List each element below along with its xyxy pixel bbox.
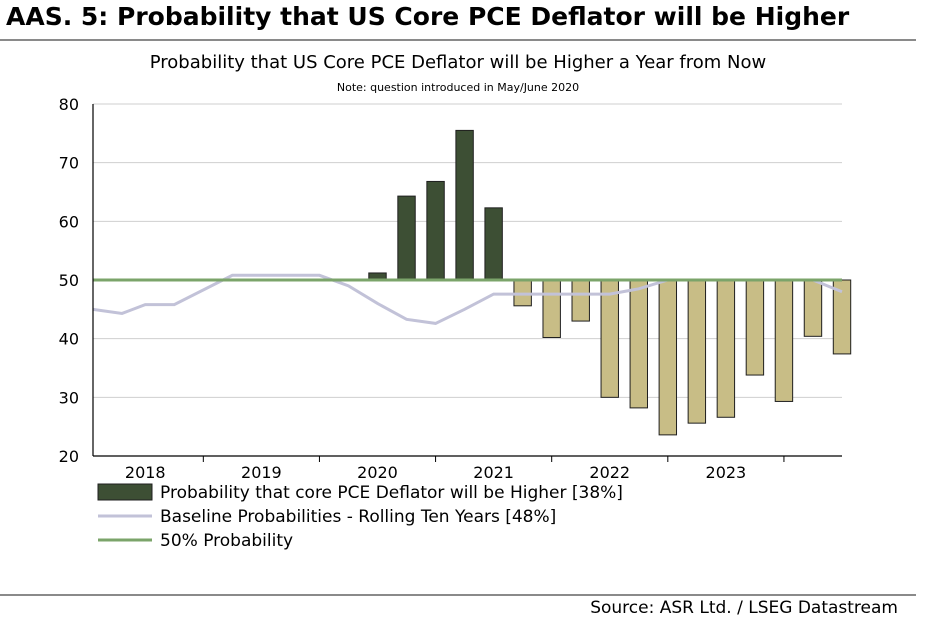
x-tick-label: 2020 [357,463,398,482]
legend: Probability that core PCE Deflator will … [97,483,623,551]
source-note: Source: ASR Ltd. / LSEG Datastream [590,598,898,618]
axes: 20 30 40 50 60 70 80 2018 2019 2020 2021 2022 2023 [59,95,842,482]
y-tick-label: 60 [59,212,79,231]
x-tick-label: 2023 [706,463,747,482]
bar [629,279,648,409]
x-tick-label: 2019 [241,463,282,482]
lines [92,273,843,325]
y-tick-label: 20 [59,447,79,466]
legend-label: Probability that core PCE Deflator will … [160,483,623,503]
bar [397,195,416,281]
y-tick-label: 70 [59,154,79,173]
legend-label: Baseline Probabilities - Rolling Ten Yea… [160,507,556,527]
x-tick-label: 2021 [473,463,514,482]
legend-swatch-bar [97,483,153,501]
bars [368,129,852,436]
bar [687,279,707,424]
x-tick-label: 2018 [125,463,166,482]
chart-note: Note: question introduced in May/June 20… [337,81,579,94]
chart: Probability that US Core PCE Deflator wi… [59,52,852,551]
top-divider [0,39,916,41]
y-tick-label: 80 [59,95,79,114]
page-title: AAS. 5: Probability that US Core PCE Def… [6,2,850,31]
bar [803,279,823,337]
bar [716,279,736,418]
bar [600,279,619,398]
legend-label: 50% Probability [160,531,293,551]
chart-title: Probability that US Core PCE Deflator wi… [150,52,767,73]
bar [658,279,678,436]
bar [455,129,474,281]
bar [426,180,445,281]
bar [542,279,561,338]
y-tick-label: 40 [59,330,79,349]
bar [484,207,503,281]
bar [745,279,765,376]
y-tick-label: 30 [59,388,79,407]
x-tick-label: 2022 [589,463,630,482]
bottom-divider [0,594,916,596]
y-tick-label: 50 [59,271,79,290]
bar [774,279,794,402]
bar [571,279,590,322]
